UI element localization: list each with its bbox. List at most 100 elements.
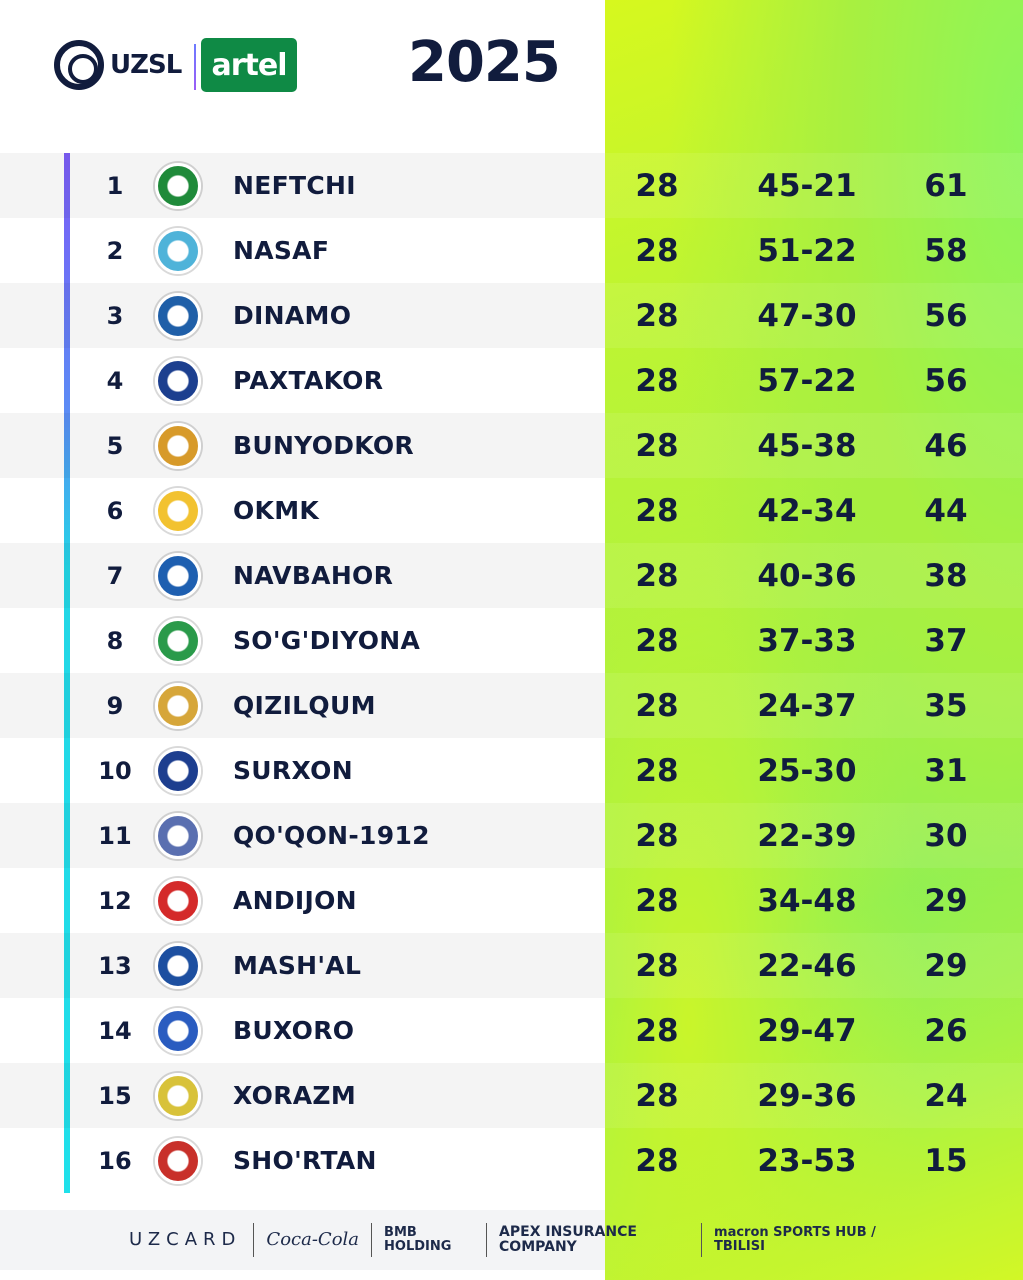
matches-played: 28 — [635, 167, 679, 204]
points: 38 — [924, 557, 968, 594]
matches-played: 28 — [635, 297, 679, 334]
sponsor-bmb: BMB HOLDING — [384, 1224, 452, 1254]
points: 30 — [924, 817, 968, 854]
points: 58 — [924, 232, 968, 269]
team-name: BUXORO — [233, 1016, 355, 1045]
matches-played: 28 — [635, 687, 679, 724]
team-name: QIZILQUM — [233, 691, 376, 720]
table-row: 1 NEFTCHI 28 45-21 61 — [0, 153, 1023, 218]
team-name: XORAZM — [233, 1081, 357, 1110]
matches-played: 28 — [635, 557, 679, 594]
points: 35 — [924, 687, 968, 724]
green-panel — [605, 0, 1023, 1280]
uzsl-ball-icon — [54, 40, 104, 90]
logo-divider — [194, 44, 196, 90]
matches-played: 28 — [635, 1077, 679, 1114]
matches-played: 28 — [635, 882, 679, 919]
table-row: 9 QIZILQUM 28 24-37 35 — [0, 673, 1023, 738]
team-crest-icon — [155, 1137, 201, 1184]
table-row: 16 SHO'RTAN 28 23-53 15 — [0, 1128, 1023, 1193]
goal-difference: 37-33 — [757, 622, 857, 659]
matches-played: 28 — [635, 622, 679, 659]
team-crest-icon — [155, 487, 201, 534]
goal-difference: 23-53 — [757, 1142, 857, 1179]
matches-played: 28 — [635, 232, 679, 269]
sponsor-macron: macron SPORTS HUB / TBILISI — [714, 1224, 876, 1254]
league-name: UZSL — [110, 50, 182, 80]
team-crest-icon — [155, 617, 201, 664]
team-crest-icon — [155, 162, 201, 209]
table-row: 11 QO'QON-1912 28 22-39 30 — [0, 803, 1023, 868]
rank: 2 — [106, 236, 124, 265]
team-crest-icon — [155, 357, 201, 404]
points: 44 — [924, 492, 968, 529]
rank: 15 — [98, 1081, 132, 1110]
points: 15 — [924, 1142, 968, 1179]
divider — [486, 1223, 488, 1257]
team-crest-icon — [155, 1072, 201, 1119]
rank: 8 — [106, 626, 124, 655]
header: UZSL artel 2025 — [0, 0, 605, 130]
matches-played: 28 — [635, 427, 679, 464]
rank: 13 — [98, 951, 132, 980]
points: 29 — [924, 947, 968, 984]
goal-difference: 34-48 — [757, 882, 857, 919]
goal-difference: 22-46 — [757, 947, 857, 984]
divider — [253, 1223, 255, 1257]
goal-difference: 57-22 — [757, 362, 857, 399]
sponsor-uzcard: UZCARD — [128, 1229, 242, 1251]
rank: 3 — [106, 301, 124, 330]
table-row: 6 OKMK 28 42-34 44 — [0, 478, 1023, 543]
team-name: ANDIJON — [233, 886, 357, 915]
team-crest-icon — [155, 942, 201, 989]
goal-difference: 45-21 — [757, 167, 857, 204]
points: 56 — [924, 297, 968, 334]
goal-difference: 47-30 — [757, 297, 857, 334]
rank: 7 — [106, 561, 124, 590]
team-name: QO'QON-1912 — [233, 821, 430, 850]
team-name: MASH'AL — [233, 951, 362, 980]
points: 37 — [924, 622, 968, 659]
table-row: 4 PAXTAKOR 28 57-22 56 — [0, 348, 1023, 413]
team-name: PAXTAKOR — [233, 366, 384, 395]
goal-difference: 29-36 — [757, 1077, 857, 1114]
sponsor-apex: APEX INSURANCE COMPANY — [499, 1223, 637, 1255]
team-crest-icon — [155, 747, 201, 794]
rank: 12 — [98, 886, 132, 915]
points: 46 — [924, 427, 968, 464]
rank: 10 — [98, 756, 132, 785]
table-row: 12 ANDIJON 28 34-48 29 — [0, 868, 1023, 933]
team-crest-icon — [155, 292, 201, 339]
team-name: BUNYODKOR — [233, 431, 414, 460]
team-name: SO'G'DIYONA — [233, 626, 421, 655]
table-row: 15 XORAZM 28 29-36 24 — [0, 1063, 1023, 1128]
divider — [701, 1223, 703, 1257]
rank: 16 — [98, 1146, 132, 1175]
team-name: DINAMO — [233, 301, 352, 330]
matches-played: 28 — [635, 362, 679, 399]
artel-logo: artel — [201, 38, 297, 92]
goal-difference: 40-36 — [757, 557, 857, 594]
points: 31 — [924, 752, 968, 789]
points: 29 — [924, 882, 968, 919]
team-crest-icon — [155, 1007, 201, 1054]
matches-played: 28 — [635, 1012, 679, 1049]
goal-difference: 29-47 — [757, 1012, 857, 1049]
table-row: 10 SURXON 28 25-30 31 — [0, 738, 1023, 803]
matches-played: 28 — [635, 1142, 679, 1179]
points: 24 — [924, 1077, 968, 1114]
goal-difference: 24-37 — [757, 687, 857, 724]
rank: 5 — [106, 431, 124, 460]
team-name: SHO'RTAN — [233, 1146, 377, 1175]
matches-played: 28 — [635, 817, 679, 854]
rank: 4 — [106, 366, 124, 395]
matches-played: 28 — [635, 492, 679, 529]
table-row: 2 NASAF 28 51-22 58 — [0, 218, 1023, 283]
matches-played: 28 — [635, 752, 679, 789]
rank: 6 — [106, 496, 124, 525]
table-row: 8 SO'G'DIYONA 28 37-33 37 — [0, 608, 1023, 673]
team-crest-icon — [155, 552, 201, 599]
table-row: 14 BUXORO 28 29-47 26 — [0, 998, 1023, 1063]
table-row: 13 MASH'AL 28 22-46 29 — [0, 933, 1023, 998]
team-name: NEFTCHI — [233, 171, 356, 200]
